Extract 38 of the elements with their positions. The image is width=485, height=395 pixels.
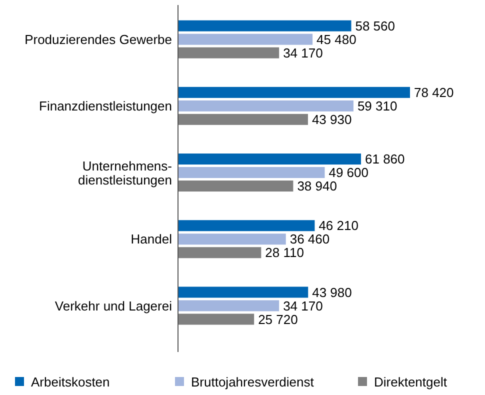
y-tick-label: Verkehr und Lagerei: [54, 298, 172, 314]
bar: [178, 300, 280, 312]
data-label: 61 860: [365, 152, 405, 167]
legend-label: Bruttojahresverdienst: [191, 374, 314, 390]
bar: [178, 220, 315, 232]
data-label: 78 420: [414, 84, 454, 100]
bar: [178, 114, 308, 125]
y-tick-label: Produzierendes Gewerbe: [24, 32, 172, 47]
bar: [178, 100, 354, 112]
bar: [178, 314, 254, 325]
data-label: 36 460: [290, 232, 330, 247]
bar: [178, 34, 313, 45]
bar: [178, 234, 286, 245]
data-label: 43 930: [312, 112, 352, 127]
data-label: 28 110: [265, 245, 304, 260]
bar: [178, 286, 308, 298]
bar: [178, 47, 280, 58]
legend-label: Arbeitskosten: [31, 374, 110, 390]
y-tick-label: Handel: [130, 232, 172, 247]
bar: [178, 154, 362, 165]
data-label: 34 170: [283, 45, 323, 60]
bar: [178, 180, 294, 192]
bar: [178, 86, 410, 98]
bar: [178, 167, 325, 178]
data-label: 46 210: [318, 218, 358, 234]
data-label: 34 170: [283, 298, 323, 314]
bar: [178, 247, 262, 258]
y-tick-label: Unternehmens-dienstleistungen: [78, 158, 172, 188]
data-label: 58 560: [355, 18, 396, 34]
data-label: 38 940: [297, 178, 337, 194]
data-label: 49 600: [328, 165, 369, 180]
y-tick-label: Finanzdienstleistungen: [39, 98, 172, 114]
bar: [178, 20, 352, 32]
data-label: 45 480: [316, 32, 356, 47]
data-label: 59 310: [357, 98, 398, 114]
data-label: 43 980: [312, 284, 352, 300]
legend-label: Direktentgelt: [374, 374, 448, 390]
data-label: 25 720: [258, 312, 298, 327]
